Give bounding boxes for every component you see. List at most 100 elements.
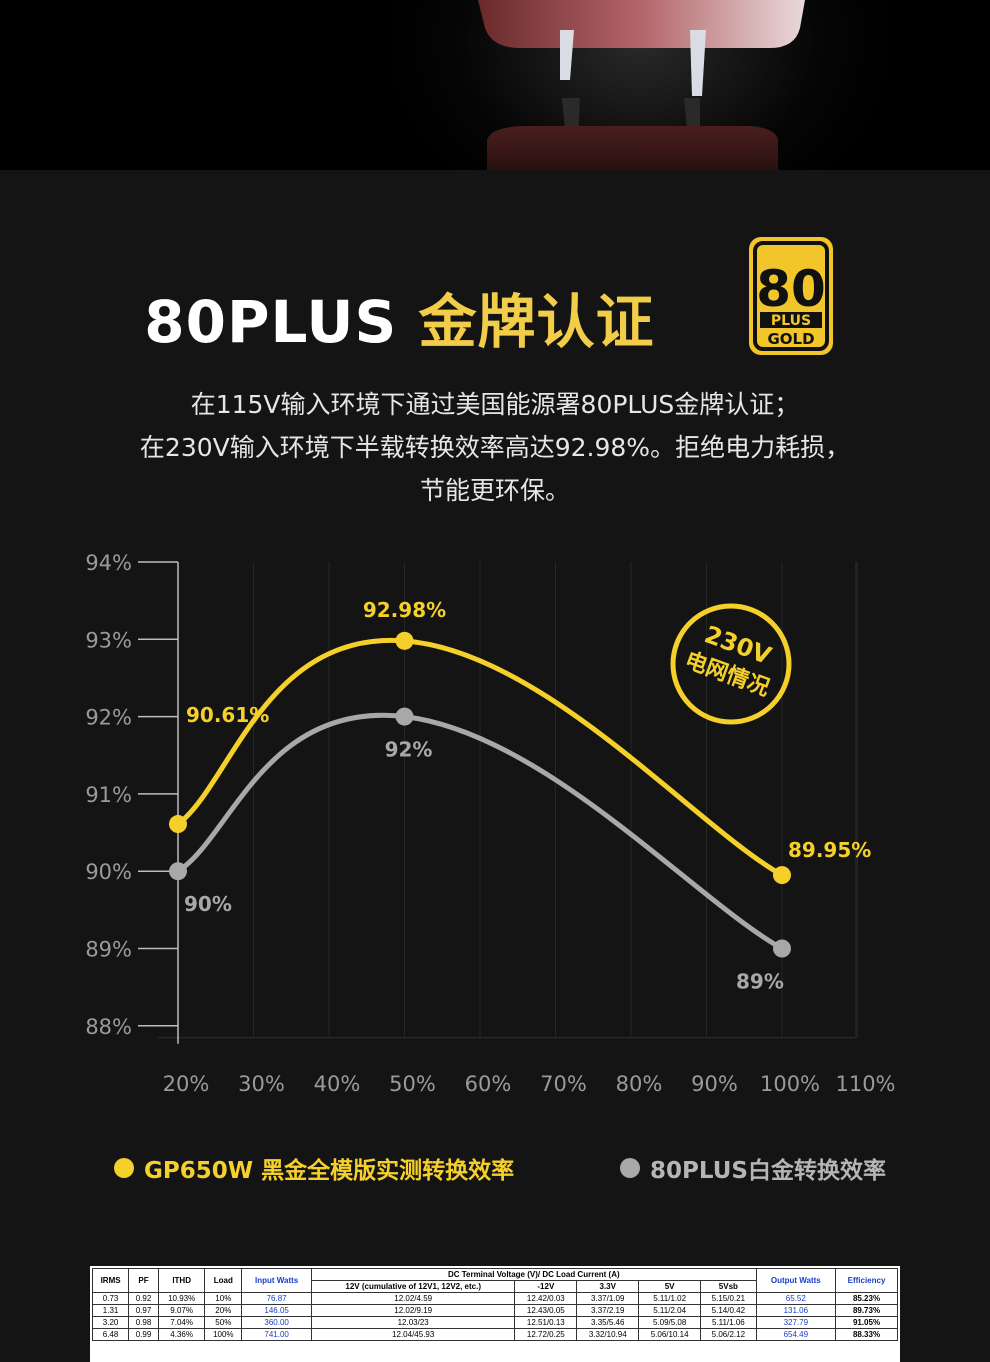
table-cell: 0.73	[91, 1292, 130, 1305]
th-irms: IRMS	[91, 1268, 130, 1293]
y-tick-label: 88%	[85, 1015, 132, 1039]
table-cell: 0.97	[128, 1304, 159, 1317]
table-cell: 0.99	[128, 1328, 159, 1341]
data-label-platinum: 92%	[385, 738, 433, 762]
80plus-gold-badge: 80 PLUS GOLD	[748, 236, 834, 356]
table-cell: 131.06	[755, 1304, 837, 1317]
title-gold-cert: 金牌认证	[418, 288, 655, 356]
data-point-platinum	[395, 707, 414, 726]
table-row: 6.48 0.99 4.36% 100% 741.00 12.04/45.93 12.72/…	[91, 1328, 898, 1341]
data-point-platinum	[169, 862, 187, 881]
legend-item-measured: GP650W 黑金全模版实测转换效率	[114, 1148, 514, 1188]
table-cell: 50%	[204, 1316, 243, 1329]
table-cell: 4.36%	[157, 1328, 206, 1341]
x-tick-label: 50%	[389, 1072, 436, 1096]
table-cell: 5.11/1.06	[700, 1316, 757, 1329]
table-cell: 654.49	[755, 1328, 837, 1341]
table-cell: 20%	[204, 1304, 243, 1317]
power-plug-illustration	[478, 0, 805, 170]
data-label-measured: 92.98%	[363, 598, 446, 622]
subtitle-line-3: 节能更环保。	[419, 476, 570, 505]
table-cell: 3.37/2.19	[576, 1304, 640, 1317]
table-cell: 12.03/23	[310, 1316, 516, 1329]
table-cell: 65.52	[755, 1292, 837, 1305]
table-cell: 3.32/10.94	[576, 1328, 640, 1341]
table-cell: 6.48	[91, 1328, 130, 1341]
table-cell: 12.72/0.25	[514, 1328, 578, 1341]
x-tick-label: 40%	[314, 1072, 361, 1096]
th-12v: 12V (cumulative of 12V1, 12V2, etc.)	[310, 1280, 516, 1293]
legend-dot-gold	[114, 1158, 134, 1178]
table-cell: 7.04%	[157, 1316, 206, 1329]
series-line-platinum	[175, 712, 785, 951]
spec-table-image: IRMS PF ITHD Load Input Watts DC Termina…	[90, 1266, 900, 1362]
data-point-measured	[773, 866, 791, 885]
230v-annotation: 230V 电网情况	[670, 603, 792, 725]
table-cell: 360.00	[241, 1316, 312, 1329]
th-5v: 5V	[638, 1280, 702, 1293]
table-cell: 76.87	[241, 1292, 312, 1305]
th-efficiency: Efficiency	[835, 1268, 898, 1293]
badge-grade: GOLD	[767, 330, 814, 348]
table-cell: 1.31	[91, 1304, 130, 1317]
table-cell: 100%	[204, 1328, 243, 1341]
th-input-watts: Input Watts	[241, 1268, 312, 1293]
subtitle-line-2: 在230V输入环境下半载转换效率高达92.98%。拒绝电力耗损，	[139, 433, 851, 462]
table-cell: 327.79	[755, 1316, 837, 1329]
th-minus12v: -12V	[514, 1280, 578, 1293]
table-cell: 0.98	[128, 1316, 159, 1329]
table-cell: 12.04/45.93	[310, 1328, 516, 1341]
x-tick-label: 100%	[760, 1072, 820, 1096]
x-tick-label: 80%	[616, 1072, 663, 1096]
x-tick-label: 20%	[163, 1072, 210, 1096]
th-5vsb: 5Vsb	[700, 1280, 757, 1293]
table-cell: 146.05	[241, 1304, 312, 1317]
spec-table: IRMS PF ITHD Load Input Watts DC Termina…	[91, 1268, 898, 1341]
table-cell: 89.73%	[835, 1304, 898, 1317]
table-row: 3.20 0.98 7.04% 50% 360.00 12.03/23 12.51/0.13…	[91, 1316, 898, 1329]
table-cell: 85.23%	[835, 1292, 898, 1305]
table-cell: 9.07%	[157, 1304, 206, 1317]
data-label-platinum: 89%	[736, 970, 784, 994]
data-label-measured: 90.61%	[186, 703, 269, 727]
efficiency-section	[0, 170, 990, 1362]
legend-label-measured: GP650W 黑金全模版实测转换效率	[144, 1158, 515, 1184]
table-cell: 5.06/10.14	[638, 1328, 702, 1341]
th-pf: PF	[128, 1268, 159, 1293]
y-tick-label: 91%	[85, 783, 132, 807]
table-cell: 5.14/0.42	[700, 1304, 757, 1317]
y-tick-label: 89%	[85, 938, 132, 962]
table-cell: 741.00	[241, 1328, 312, 1341]
table-cell: 88.33%	[835, 1328, 898, 1341]
table-cell: 91.05%	[835, 1316, 898, 1329]
y-tick-label: 92%	[85, 706, 132, 730]
table-cell: 0.92	[128, 1292, 159, 1305]
data-label-platinum: 90%	[184, 892, 232, 916]
section-title: 80PLUS 金牌认证	[0, 275, 990, 359]
table-cell: 10.93%	[157, 1292, 206, 1305]
table-row: 0.73 0.92 10.93% 10% 76.87 12.02/4.59 12.42/0.…	[91, 1292, 898, 1305]
badge-plus: PLUS	[771, 313, 811, 329]
table-cell: 10%	[204, 1292, 243, 1305]
table-cell: 12.42/0.03	[514, 1292, 578, 1305]
hero-product-image	[0, 0, 990, 170]
table-cell: 12.02/9.19	[310, 1304, 516, 1317]
data-point-measured	[169, 815, 187, 834]
x-tick-label: 110%	[835, 1072, 895, 1096]
table-row: 1.31 0.97 9.07% 20% 146.05 12.02/9.19 12.43/0.…	[91, 1304, 898, 1317]
table-cell: 3.37/1.09	[576, 1292, 640, 1305]
legend-label-platinum: 80PLUS白金转换效率	[650, 1158, 886, 1184]
th-output-watts: Output Watts	[755, 1268, 837, 1293]
table-cell: 3.35/5.46	[576, 1316, 640, 1329]
table-cell: 12.51/0.13	[514, 1316, 578, 1329]
x-tick-label: 60%	[465, 1072, 512, 1096]
table-cell: 5.15/0.21	[700, 1292, 757, 1305]
th-load: Load	[204, 1268, 243, 1293]
th-3v3: 3.3V	[576, 1280, 640, 1293]
y-tick-label: 90%	[85, 860, 132, 884]
data-label-measured: 89.95%	[788, 838, 871, 862]
y-tick-label: 94%	[85, 551, 132, 575]
table-cell: 12.02/4.59	[310, 1292, 516, 1305]
section-subtitle: 在115V输入环境下通过美国能源署80PLUS金牌认证； 在230V输入环境下半…	[0, 383, 990, 512]
table-cell: 12.43/0.05	[514, 1304, 578, 1317]
